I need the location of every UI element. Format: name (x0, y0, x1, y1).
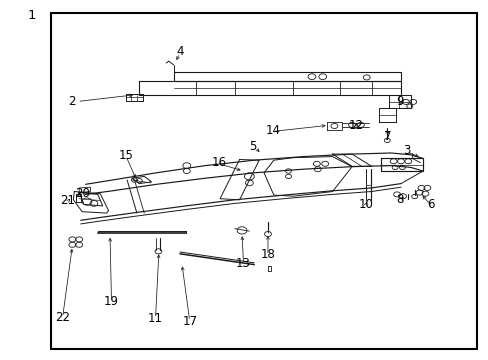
Text: 9: 9 (395, 95, 403, 108)
Text: 16: 16 (211, 156, 226, 169)
Text: 19: 19 (104, 295, 119, 308)
Text: 6: 6 (427, 198, 434, 211)
Text: 11: 11 (148, 312, 163, 325)
Text: 18: 18 (260, 248, 275, 261)
Text: 20: 20 (75, 187, 89, 200)
Text: 12: 12 (348, 119, 363, 132)
Text: 22: 22 (55, 311, 70, 324)
Bar (51, 13, 476, 349)
Text: 21: 21 (60, 194, 75, 207)
Text: 2: 2 (68, 95, 76, 108)
Text: 7: 7 (383, 130, 390, 143)
Text: 8: 8 (395, 193, 403, 206)
Text: 15: 15 (119, 149, 133, 162)
Text: 17: 17 (182, 315, 197, 328)
Text: 4: 4 (176, 45, 183, 58)
Text: 1: 1 (27, 9, 36, 22)
Text: 3: 3 (402, 144, 410, 157)
Text: 10: 10 (358, 198, 372, 211)
Text: 5: 5 (249, 140, 257, 153)
Text: 14: 14 (265, 124, 280, 137)
Text: 13: 13 (236, 257, 250, 270)
